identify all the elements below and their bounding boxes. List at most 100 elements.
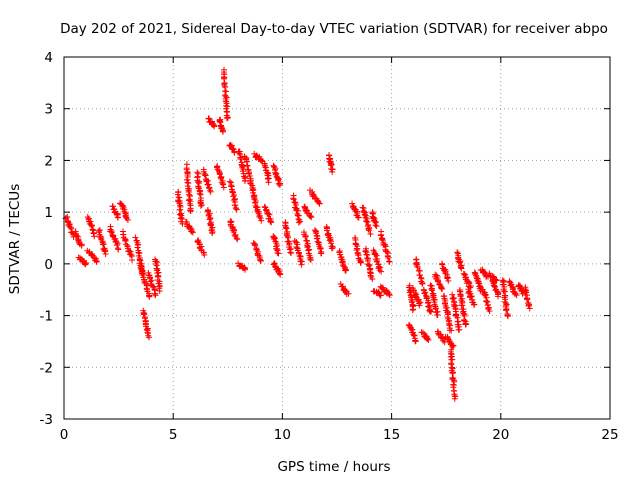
data-point: [93, 258, 100, 265]
data-point: [197, 202, 204, 209]
data-point: [342, 267, 349, 274]
data-point: [150, 283, 157, 290]
data-point: [386, 291, 393, 298]
data-point: [367, 230, 374, 237]
data-point: [313, 235, 320, 242]
data-point: [412, 293, 419, 300]
data-point: [154, 270, 161, 277]
data-point: [124, 242, 131, 249]
data-point: [440, 337, 447, 344]
y-tick-label: -3: [40, 412, 53, 428]
data-point: [219, 127, 226, 134]
data-point: [377, 292, 384, 299]
data-point: [324, 227, 331, 234]
data-point: [439, 261, 446, 268]
data-point: [439, 285, 446, 292]
data-point: [221, 75, 228, 82]
x-tick-label: 20: [492, 427, 509, 443]
data-point: [115, 246, 122, 253]
plot-frame: [63, 56, 611, 420]
x-tick-label: 5: [169, 427, 178, 443]
data-point: [366, 262, 373, 269]
data-point: [239, 164, 246, 171]
data-point: [209, 230, 216, 237]
data-point: [146, 293, 153, 300]
data-point: [295, 249, 302, 256]
data-point: [307, 255, 314, 262]
data-point: [448, 327, 455, 334]
data-point: [196, 190, 203, 197]
data-point: [298, 261, 305, 268]
y-tick-label: 3: [44, 102, 53, 118]
data-point: [450, 342, 457, 349]
y-tick-label: -1: [40, 309, 53, 325]
data-point: [385, 254, 392, 261]
data-point: [156, 287, 163, 294]
data-point: [234, 236, 241, 243]
data-point: [64, 213, 71, 220]
data-point: [376, 267, 383, 274]
data-point: [196, 180, 203, 187]
data-point: [408, 296, 415, 303]
data-point: [422, 289, 429, 296]
data-point: [467, 283, 474, 290]
data-point: [372, 222, 379, 229]
data-point: [290, 195, 297, 202]
data-point: [364, 255, 371, 262]
data-point: [134, 244, 141, 251]
data-point: [187, 208, 194, 215]
data-point: [376, 263, 383, 270]
data-point: [419, 280, 426, 287]
data-point: [386, 292, 393, 299]
data-point: [276, 182, 283, 189]
data-point: [475, 280, 482, 287]
y-axis-label: SDTVAR / TECUs: [7, 184, 23, 294]
data-point: [287, 249, 294, 256]
data-point: [185, 180, 192, 187]
data-point: [361, 211, 368, 218]
data-point: [206, 216, 213, 223]
data-point: [516, 283, 523, 290]
data-point: [220, 184, 227, 191]
data-point: [379, 236, 386, 243]
data-point: [326, 237, 333, 244]
data-point: [362, 214, 369, 221]
data-point: [448, 361, 455, 368]
data-point: [307, 213, 314, 220]
data-point: [82, 261, 89, 268]
data-point: [454, 249, 461, 256]
data-point: [188, 228, 195, 235]
data-point: [257, 157, 264, 164]
data-point: [232, 202, 239, 209]
data-point: [274, 249, 281, 256]
data-point: [198, 201, 205, 208]
data-point: [365, 226, 372, 233]
data-point: [434, 312, 441, 319]
data-point: [179, 220, 186, 227]
data-point: [491, 283, 498, 290]
data-point: [238, 162, 245, 169]
data-point: [329, 168, 336, 175]
data-point: [456, 326, 463, 333]
data-point: [495, 293, 502, 300]
data-point: [409, 307, 416, 314]
data-point: [513, 292, 520, 299]
data-point: [307, 257, 314, 264]
data-point: [207, 215, 214, 222]
data-point: [386, 258, 393, 265]
data-point: [384, 248, 391, 255]
data-point: [366, 269, 373, 276]
data-point: [265, 179, 272, 186]
data-points: [62, 66, 533, 402]
data-point: [414, 263, 421, 270]
data-point: [89, 226, 96, 233]
data-point: [308, 214, 315, 221]
y-tick-label: 1: [44, 205, 53, 221]
data-point: [327, 160, 334, 167]
data-point: [416, 302, 423, 309]
data-point: [233, 206, 240, 213]
data-point: [378, 268, 385, 275]
data-point: [189, 229, 196, 236]
data-point: [386, 258, 393, 265]
data-point: [277, 271, 284, 278]
